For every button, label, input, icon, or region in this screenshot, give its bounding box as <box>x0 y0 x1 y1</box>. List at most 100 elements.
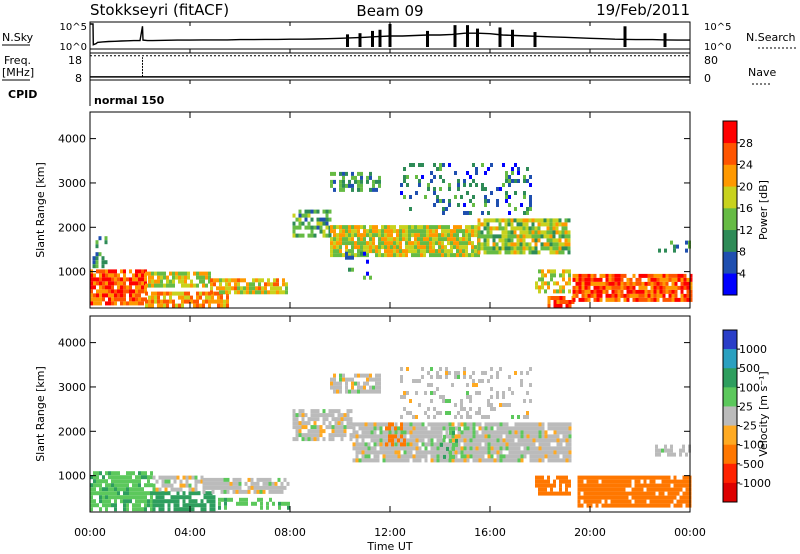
heatmap-cell <box>342 237 345 242</box>
heatmap-cell <box>405 233 408 238</box>
heatmap-cell <box>575 289 579 294</box>
heatmap-cell <box>520 438 524 443</box>
heatmap-cell <box>611 297 615 302</box>
heatmap-cell <box>689 277 693 282</box>
heatmap-cell <box>202 291 205 296</box>
heatmap-cell <box>475 383 478 387</box>
heatmap-cell <box>220 481 224 486</box>
heatmap-cell <box>337 417 341 422</box>
heatmap-cell <box>559 479 562 484</box>
heatmap-cell <box>399 245 402 250</box>
heatmap-cell <box>532 450 536 455</box>
power-colorbar-tick-label: 8 <box>739 246 746 259</box>
heatmap-cell <box>439 367 442 371</box>
heatmap-cell <box>235 477 239 482</box>
heatmap-cell <box>361 458 365 463</box>
heatmap-cell <box>270 282 273 287</box>
heatmap-cell <box>517 167 520 171</box>
heatmap-cell <box>505 179 508 183</box>
heatmap-cell <box>511 391 514 395</box>
heatmap-cell <box>511 426 515 431</box>
heatmap-cell <box>474 225 477 230</box>
heatmap-cell <box>196 295 199 300</box>
heatmap-cell <box>656 297 660 302</box>
heatmap-cell <box>313 437 317 442</box>
heatmap-cell <box>258 278 261 283</box>
heatmap-cell <box>638 297 642 302</box>
heatmap-cell <box>679 483 683 488</box>
heatmap-cell <box>378 389 381 394</box>
heatmap-cell <box>409 430 413 435</box>
heatmap-cell <box>553 438 557 443</box>
heatmap-cell <box>523 399 526 403</box>
heatmap-cell <box>277 489 281 494</box>
heatmap-cell <box>304 213 308 218</box>
heatmap-cell <box>456 249 459 254</box>
heatmap-cell <box>411 229 414 234</box>
heatmap-cell <box>427 383 430 387</box>
heatmap-cell <box>375 381 378 386</box>
heatmap-cell <box>390 245 393 250</box>
heatmap-cell <box>111 471 114 476</box>
heatmap-cell <box>114 491 117 496</box>
heatmap-cell <box>613 479 617 484</box>
heatmap-cell <box>481 430 485 435</box>
heatmap-cell <box>544 281 547 286</box>
heatmap-cell <box>593 289 597 294</box>
heatmap-cell <box>604 503 608 508</box>
heatmap-cell <box>508 183 511 187</box>
heatmap-cell <box>295 437 299 442</box>
heatmap-cell <box>135 273 138 278</box>
heatmap-cell <box>676 244 679 249</box>
heatmap-cell <box>217 291 220 296</box>
beam-title: Beam 09 <box>356 2 423 20</box>
heatmap-cell <box>520 422 524 427</box>
heatmap-cell <box>617 285 621 290</box>
heatmap-cell <box>671 277 675 282</box>
heatmap-cell <box>211 299 214 304</box>
heatmap-cell <box>478 422 482 427</box>
heatmap-cell <box>525 242 529 247</box>
heatmap-cell <box>330 245 333 250</box>
heatmap-cell <box>269 497 272 502</box>
heatmap-cell <box>285 282 288 287</box>
heatmap-cell <box>495 246 499 251</box>
heatmap-cell <box>508 203 511 207</box>
heatmap-cell <box>219 290 222 295</box>
heatmap-cell <box>647 289 651 294</box>
heatmap-cell <box>345 249 348 254</box>
heatmap-cell <box>469 438 473 443</box>
heatmap-cell <box>132 297 135 302</box>
heatmap-cell <box>531 238 535 243</box>
heatmap-cell <box>187 271 190 276</box>
heatmap-cell <box>255 290 258 295</box>
heatmap-cell <box>499 422 503 427</box>
heatmap-cell <box>430 450 434 455</box>
heatmap-cell <box>111 281 114 286</box>
heatmap-cell <box>584 285 588 290</box>
heatmap-cell <box>339 389 342 394</box>
heatmap-cell <box>547 285 550 290</box>
heatmap-cell <box>547 479 550 484</box>
heatmap-cell <box>433 430 437 435</box>
heatmap-cell <box>517 450 521 455</box>
heatmap-cell <box>175 271 178 276</box>
heatmap-cell <box>528 218 532 223</box>
heatmap-cell <box>141 277 144 282</box>
heatmap-cell <box>547 446 551 451</box>
heatmap-cell <box>114 499 117 504</box>
heatmap-cell <box>361 450 365 455</box>
heatmap-cell <box>295 217 299 222</box>
heatmap-cell <box>394 450 398 455</box>
heatmap-cell <box>480 246 484 251</box>
heatmap-cell <box>429 241 432 246</box>
heatmap-cell <box>364 458 368 463</box>
heatmap-cell <box>540 230 544 235</box>
heatmap-cell <box>238 477 242 482</box>
heatmap-cell <box>565 422 569 427</box>
heatmap-cell <box>505 171 508 175</box>
heatmap-cell <box>357 237 360 242</box>
heatmap-cell <box>457 422 461 427</box>
heatmap-cell <box>531 230 535 235</box>
heatmap-cell <box>475 458 479 463</box>
